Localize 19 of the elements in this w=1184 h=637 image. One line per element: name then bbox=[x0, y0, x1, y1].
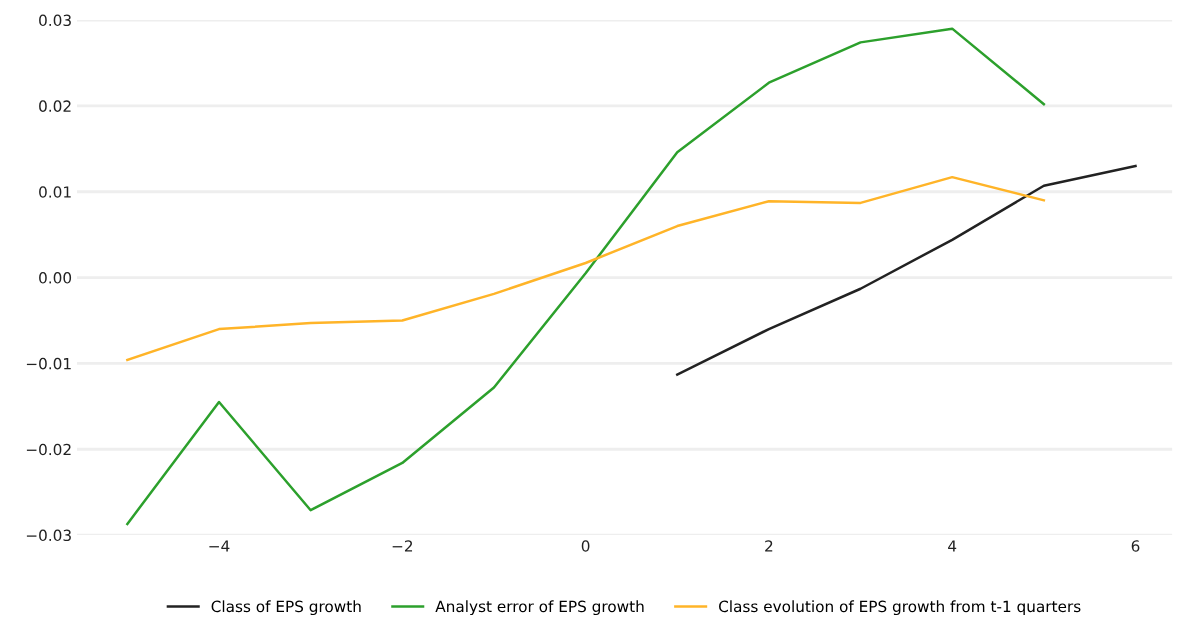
x-tick-label: 6 bbox=[1131, 540, 1140, 552]
y-tick-label: 0.01 bbox=[39, 186, 71, 198]
legend-label: Class of EPS growth bbox=[211, 600, 361, 616]
y-tick-label: −0.03 bbox=[26, 529, 71, 542]
y-tick-label: 0.02 bbox=[39, 100, 71, 112]
line-series bbox=[676, 164, 1137, 376]
x-tick-label: 2 bbox=[765, 540, 773, 552]
line-series bbox=[126, 27, 1046, 526]
x-tick-label: 0 bbox=[581, 540, 590, 552]
x-tick-label: 4 bbox=[948, 540, 957, 552]
line-series bbox=[126, 175, 1046, 362]
y-tick-label: −0.02 bbox=[26, 443, 71, 456]
legend-label: Analyst error of EPS growth bbox=[435, 600, 644, 616]
x-tick-label: −2 bbox=[392, 540, 413, 552]
y-tick-label: −0.01 bbox=[26, 357, 71, 370]
legend-label: Class evolution of EPS growth from t-1 quarters bbox=[719, 600, 1081, 616]
x-tick-label: −4 bbox=[209, 540, 230, 552]
y-tick-label: 0.00 bbox=[39, 272, 72, 284]
y-tick-label: 0.03 bbox=[39, 14, 71, 27]
